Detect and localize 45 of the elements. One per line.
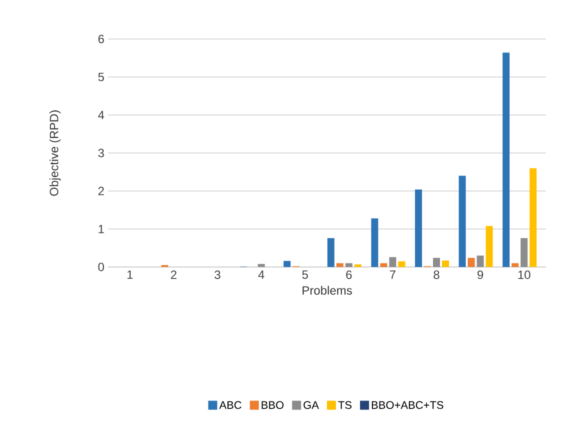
bar — [512, 263, 519, 267]
bar — [414, 189, 422, 267]
legend-label: GA — [304, 401, 319, 409]
bar — [442, 260, 450, 267]
y-tick-label: 2 — [98, 186, 104, 196]
bar — [336, 263, 344, 267]
bar — [476, 256, 484, 267]
bar — [258, 264, 265, 267]
bar — [345, 263, 352, 267]
legend-label: BBO+ABC+TS — [372, 401, 444, 409]
x-tick-label: 10 — [518, 270, 530, 280]
bar — [502, 52, 510, 267]
y-tick-label: 1 — [98, 224, 104, 234]
x-tick-label: 1 — [127, 270, 133, 279]
legend-label: BBO — [262, 401, 284, 409]
bar — [468, 258, 475, 267]
x-tick-label: 5 — [302, 270, 308, 279]
bar — [354, 264, 362, 267]
legend-label: ABC — [219, 401, 242, 409]
x-tick-label: 6 — [346, 270, 352, 280]
y-tick-label: 4 — [98, 110, 104, 120]
y-tick-label: 0 — [98, 262, 104, 272]
bar — [486, 226, 493, 267]
x-tick-label: 4 — [258, 270, 264, 279]
x-tick-label: 8 — [434, 270, 440, 280]
bar — [371, 218, 378, 267]
legend-label: TS — [338, 401, 352, 409]
y-tick-label: 6 — [98, 34, 104, 44]
y-tick-label: 3 — [98, 148, 104, 158]
bar — [389, 257, 396, 267]
bar — [398, 261, 406, 267]
x-tick-label: 3 — [214, 270, 220, 280]
y-tick-label: 5 — [98, 72, 104, 82]
x-tick-label: 2 — [170, 270, 176, 279]
bar — [284, 260, 291, 267]
bar — [520, 238, 528, 267]
bar — [458, 176, 466, 267]
y-axis-title: Objective (RPD) — [49, 110, 61, 196]
x-tick-label: 7 — [390, 270, 396, 279]
bar — [327, 238, 334, 267]
bar — [433, 258, 440, 267]
x-axis-title: Problems — [302, 286, 352, 295]
x-tick-label: 9 — [478, 270, 484, 280]
bar — [380, 263, 388, 267]
bar — [530, 168, 537, 267]
